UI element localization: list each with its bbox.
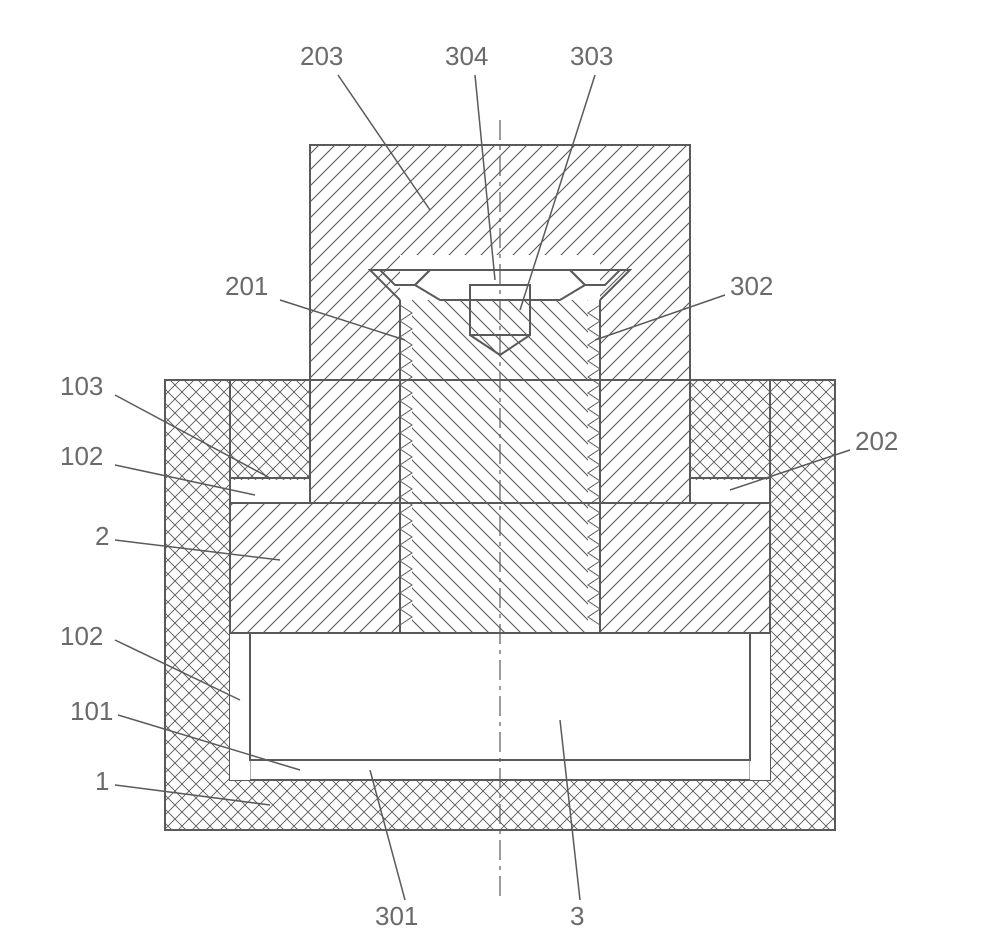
label-202: 202 (855, 426, 898, 456)
label-304: 304 (445, 41, 488, 71)
label-301: 301 (375, 901, 418, 931)
label-2: 2 (95, 521, 109, 551)
label-201: 201 (225, 271, 268, 301)
cavity-102-right (750, 633, 770, 780)
label-203: 203 (300, 41, 343, 71)
label-3: 3 (570, 901, 584, 931)
cross-section-diagram: 203 304 303 201 302 103 202 102 2 102 10… (0, 0, 1000, 950)
cavity-102-left (230, 633, 250, 780)
label-102b: 102 (60, 621, 103, 651)
label-101: 101 (70, 696, 113, 726)
label-1: 1 (95, 766, 109, 796)
label-102a: 102 (60, 441, 103, 471)
label-103: 103 (60, 371, 103, 401)
label-302: 302 (730, 271, 773, 301)
label-303: 303 (570, 41, 613, 71)
